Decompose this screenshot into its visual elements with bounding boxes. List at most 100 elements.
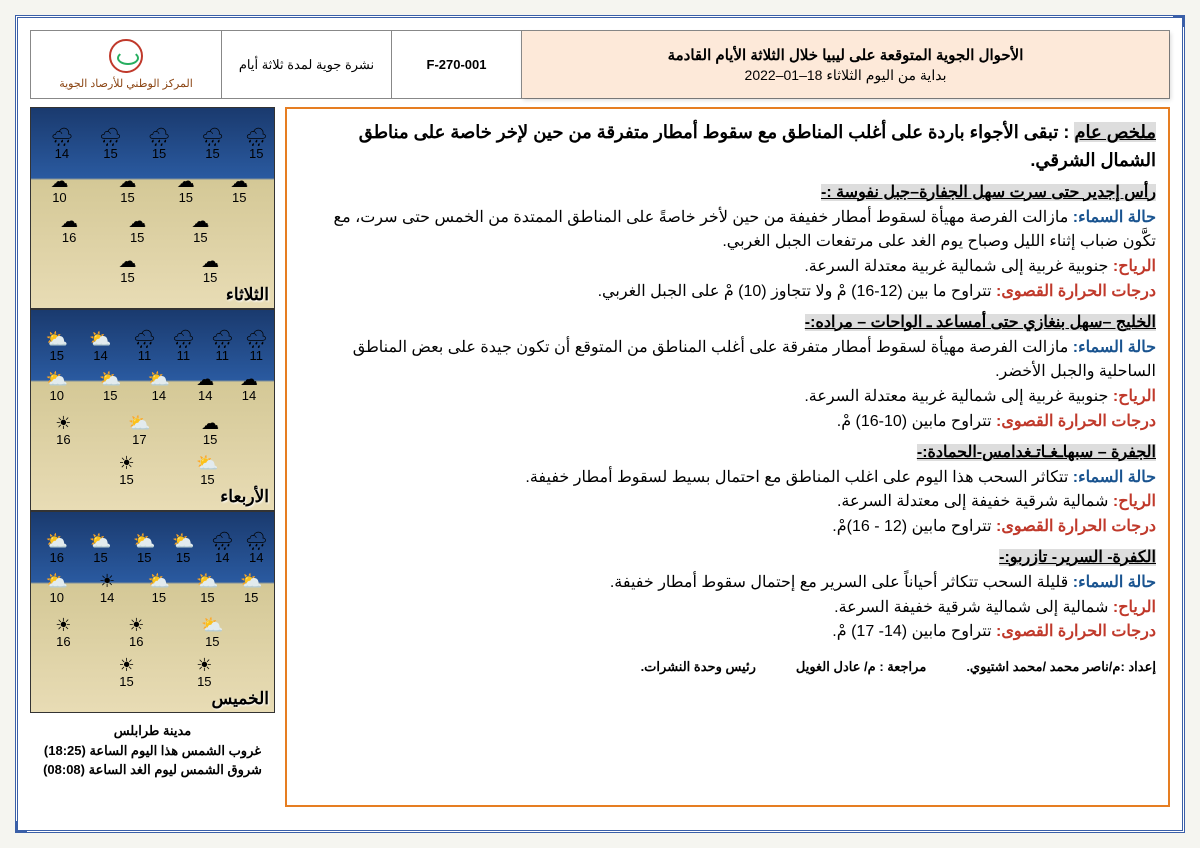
weather-point-icon: ☀16: [128, 616, 144, 649]
region-name: رأس إجدير حتى سرت سهل الجفارة–جبل نفوسة …: [821, 184, 1156, 201]
condition-icon: ⛅: [148, 370, 170, 388]
title-sub: بداية من اليوم الثلاثاء 18–01–2022: [745, 67, 947, 84]
weather-point-icon: ⛅15: [46, 330, 68, 363]
weather-point-icon: ⛅15: [240, 572, 262, 605]
temp-value: 15: [249, 146, 263, 161]
forecast-text-panel: ملخص عام : تبقى الأجواء باردة على أغلب ا…: [285, 107, 1170, 807]
weather-point-icon: ☀15: [196, 656, 212, 689]
condition-icon: ☀: [99, 572, 115, 590]
form-code: F-270-001: [427, 57, 487, 72]
region-name: الجفرة – سبهاـغـاتـغدامس-الحمادة:-: [917, 444, 1156, 461]
weather-point-icon: ☁15: [201, 414, 219, 447]
region-section: الكفرة- السرير- تازربو:-حالة السماء: قلي…: [299, 546, 1156, 645]
temp-value: 10: [52, 190, 66, 205]
summary-text: : تبقى الأجواء باردة على أغلب المناطق مع…: [359, 122, 1156, 170]
weather-point-icon: ⛅15: [133, 532, 155, 565]
maps-column: 🌧14🌧15🌧15🌧15🌧15☁10☁15☁15☁15☁16☁15☁15☁15☁…: [30, 107, 275, 807]
wind-label: الرياح:: [1113, 493, 1156, 510]
temp-value: 16: [56, 634, 70, 649]
logo-icon: [109, 39, 143, 73]
sunrise-time: شروق الشمس ليوم الغد الساعة (08:08): [30, 760, 275, 780]
condition-icon: 🌧: [99, 128, 122, 146]
wind-line: الرياح: شمالية إلى شمالية شرقية خفيفة ال…: [299, 596, 1156, 621]
title-main: الأحوال الجوية المتوقعة على ليبيا خلال ا…: [668, 46, 1024, 64]
temp-line: درجات الحرارة القصوى: تتراوح مابين (14- …: [299, 620, 1156, 645]
bulletin-type-cell: نشرة جوية لمدة ثلاثة أيام: [221, 31, 391, 98]
sky-text: مازالت الفرصة مهيأة لسقوط أمطار خفيفة من…: [334, 209, 1156, 251]
temp-value: 15: [152, 146, 166, 161]
weather-point-icon: ☁15: [118, 252, 136, 285]
weather-point-icon: ⛅15: [201, 616, 223, 649]
temp-value: 16: [129, 634, 143, 649]
condition-icon: ☁: [191, 212, 209, 230]
condition-icon: ☁: [201, 414, 219, 432]
title-cell: الأحوال الجوية المتوقعة على ليبيا خلال ا…: [521, 31, 1169, 98]
temp-label: درجات الحرارة القصوى:: [996, 283, 1156, 300]
condition-icon: ⛅: [133, 532, 155, 550]
condition-icon: ⛅: [46, 330, 68, 348]
condition-icon: ☁: [177, 172, 195, 190]
condition-icon: ☀: [196, 656, 212, 674]
temp-value: 15: [179, 190, 193, 205]
temp-value: 15: [176, 550, 190, 565]
temp-value: 15: [119, 472, 133, 487]
temp-value: 15: [119, 674, 133, 689]
city-info-box: مدينة طرابلس غروب الشمس هذا اليوم الساعة…: [30, 717, 275, 787]
temp-value: 10: [50, 388, 64, 403]
wind-label: الرياح:: [1113, 258, 1156, 275]
temp-line: درجات الحرارة القصوى: تتراوح مابين (10-1…: [299, 410, 1156, 435]
condition-icon: ☁: [128, 212, 146, 230]
forecast-map: ⛅15⛅14🌧11🌧11🌧11🌧11⛅10⛅15⛅14☁14☁14☀16⛅17☁…: [30, 309, 275, 511]
temp-value: 15: [197, 674, 211, 689]
city-name: مدينة طرابلس: [30, 721, 275, 741]
temp-value: 14: [198, 388, 212, 403]
wind-line: الرياح: جنوبية غربية إلى شمالية غربية مع…: [299, 385, 1156, 410]
summary-label: ملخص عام: [1074, 122, 1156, 142]
temp-value: 15: [200, 590, 214, 605]
temp-value: 16: [50, 550, 64, 565]
weather-point-icon: 🌧15: [99, 128, 122, 161]
reviewed-by: مراجعة : م/ عادل الغويل: [796, 657, 926, 677]
condition-icon: ☀: [128, 616, 144, 634]
weather-point-icon: ☀15: [118, 656, 134, 689]
condition-icon: ⛅: [201, 616, 223, 634]
weather-point-icon: ☁15: [201, 252, 219, 285]
temp-value: 15: [137, 550, 151, 565]
wind-text: جنوبية غربية إلى شمالية غربية معتدلة الس…: [804, 388, 1113, 405]
weather-point-icon: 🌧14: [211, 532, 234, 565]
temp-value: 14: [215, 550, 229, 565]
region-name: الكفرة- السرير- تازربو:-: [999, 549, 1156, 566]
temp-value: 15: [232, 190, 246, 205]
temp-value: 11: [215, 348, 229, 363]
map-day-label: الأربعاء: [220, 487, 269, 507]
weather-point-icon: 🌧15: [245, 128, 268, 161]
prepared-by: إعداد :م/ناصر محمد /محمد اشتيوي.: [966, 657, 1156, 677]
temp-value: 15: [50, 348, 64, 363]
condition-icon: ⛅: [148, 572, 170, 590]
temp-value: 15: [193, 230, 207, 245]
temp-text: تتراوح مابين (14- 17) مْ.: [832, 623, 996, 640]
weather-point-icon: ⛅16: [46, 532, 68, 565]
weather-point-icon: 🌧14: [50, 128, 73, 161]
condition-icon: ☁: [60, 212, 78, 230]
condition-icon: ⛅: [46, 532, 68, 550]
weather-point-icon: ☁15: [118, 172, 136, 205]
weather-point-icon: 🌧15: [148, 128, 171, 161]
org-name: المركز الوطني للأرصاد الجوية: [59, 77, 193, 90]
temp-label: درجات الحرارة القصوى:: [996, 413, 1156, 430]
temp-value: 16: [56, 432, 70, 447]
weather-point-icon: ⛅10: [46, 572, 68, 605]
weather-point-icon: 🌧11: [172, 330, 195, 363]
temp-value: 15: [93, 550, 107, 565]
weather-point-icon: ☁14: [196, 370, 214, 403]
temp-value: 15: [200, 472, 214, 487]
wind-text: شمالية شرقية خفيفة إلى معتدلة السرعة.: [837, 493, 1113, 510]
region-section: الجفرة – سبهاـغـاتـغدامس-الحمادة:-حالة ا…: [299, 441, 1156, 540]
weather-point-icon: ☁14: [240, 370, 258, 403]
document-frame: المركز الوطني للأرصاد الجوية نشرة جوية ل…: [15, 15, 1185, 833]
weather-point-icon: ⛅14: [148, 370, 170, 403]
temp-label: درجات الحرارة القصوى:: [996, 623, 1156, 640]
forecast-map: 🌧14🌧15🌧15🌧15🌧15☁10☁15☁15☁15☁16☁15☁15☁15☁…: [30, 107, 275, 309]
temp-label: درجات الحرارة القصوى:: [996, 518, 1156, 535]
temp-text: تتراوح مابين (12 - 16)مْ.: [832, 518, 996, 535]
